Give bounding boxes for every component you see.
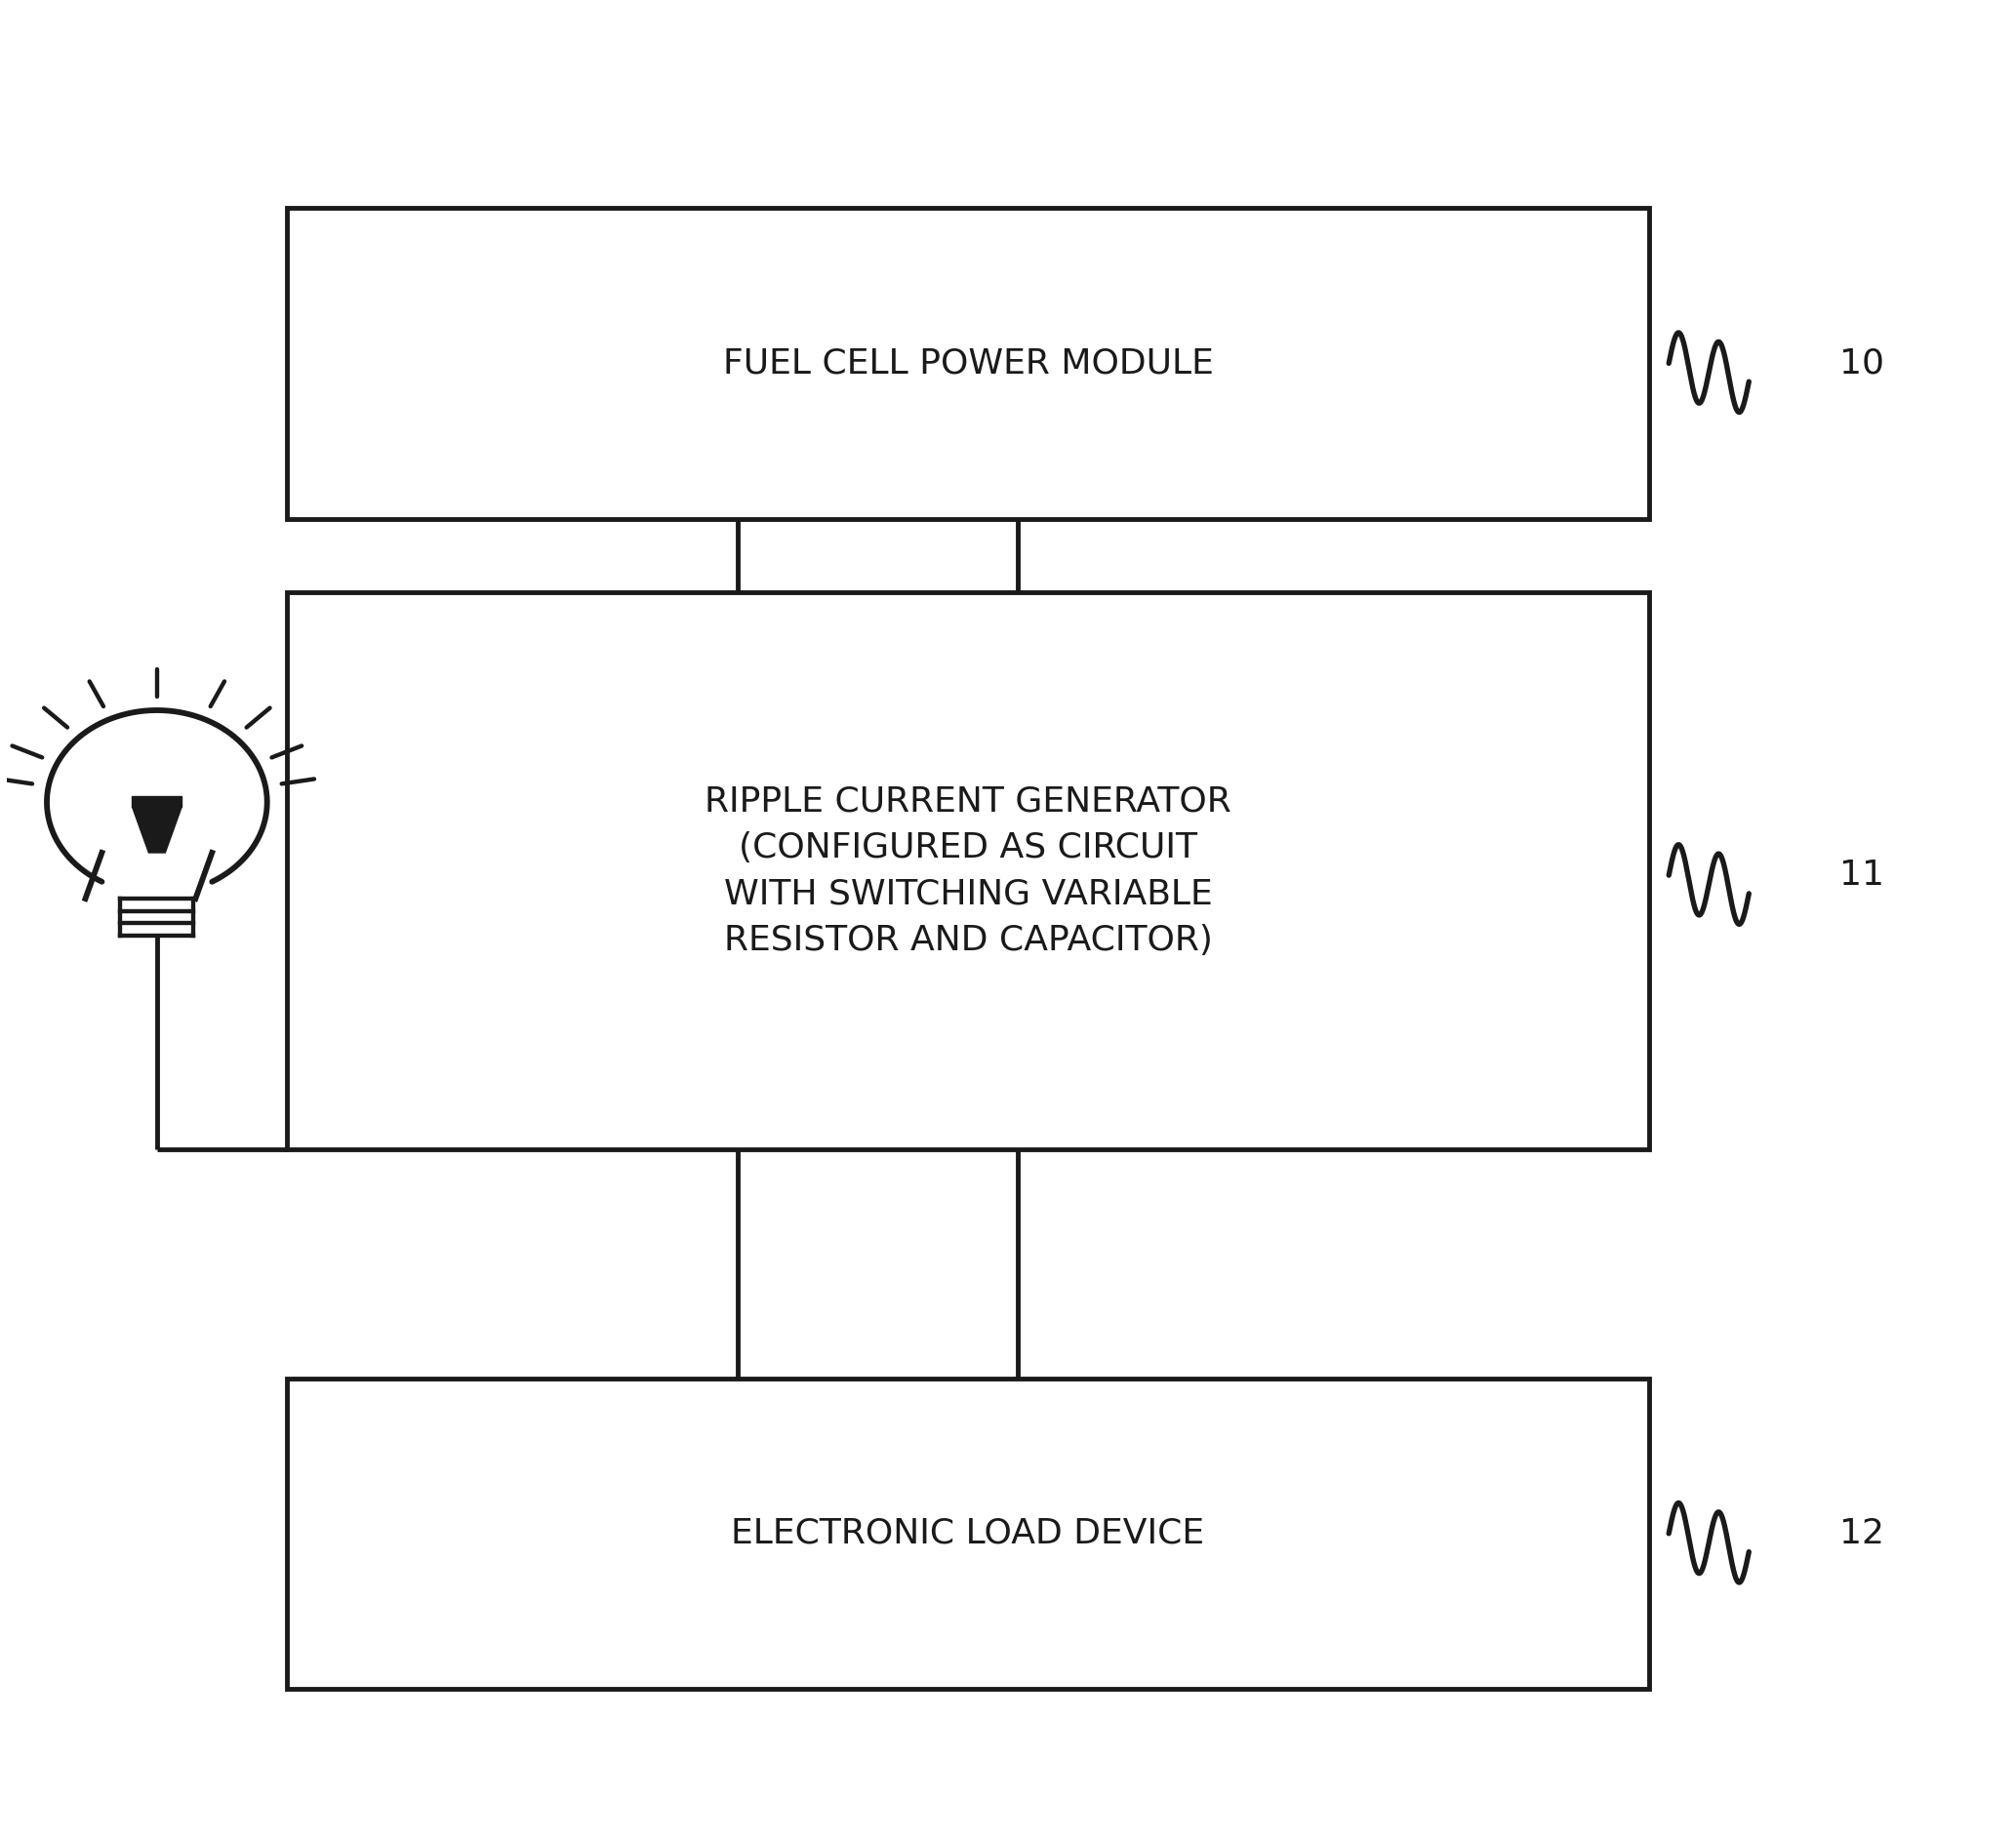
Text: 11: 11 xyxy=(1839,858,1883,892)
Bar xyxy=(286,208,1649,519)
Bar xyxy=(286,1378,1649,1689)
Bar xyxy=(286,591,1649,1149)
Text: RIPPLE CURRENT GENERATOR
(CONFIGURED AS CIRCUIT
WITH SWITCHING VARIABLE
RESISTOR: RIPPLE CURRENT GENERATOR (CONFIGURED AS … xyxy=(706,785,1232,956)
Text: 12: 12 xyxy=(1839,1518,1883,1551)
Text: FUEL CELL POWER MODULE: FUEL CELL POWER MODULE xyxy=(722,346,1214,379)
Text: ELECTRONIC LOAD DEVICE: ELECTRONIC LOAD DEVICE xyxy=(732,1518,1206,1551)
Polygon shape xyxy=(133,796,181,807)
Text: 10: 10 xyxy=(1839,346,1883,379)
Polygon shape xyxy=(133,807,181,853)
